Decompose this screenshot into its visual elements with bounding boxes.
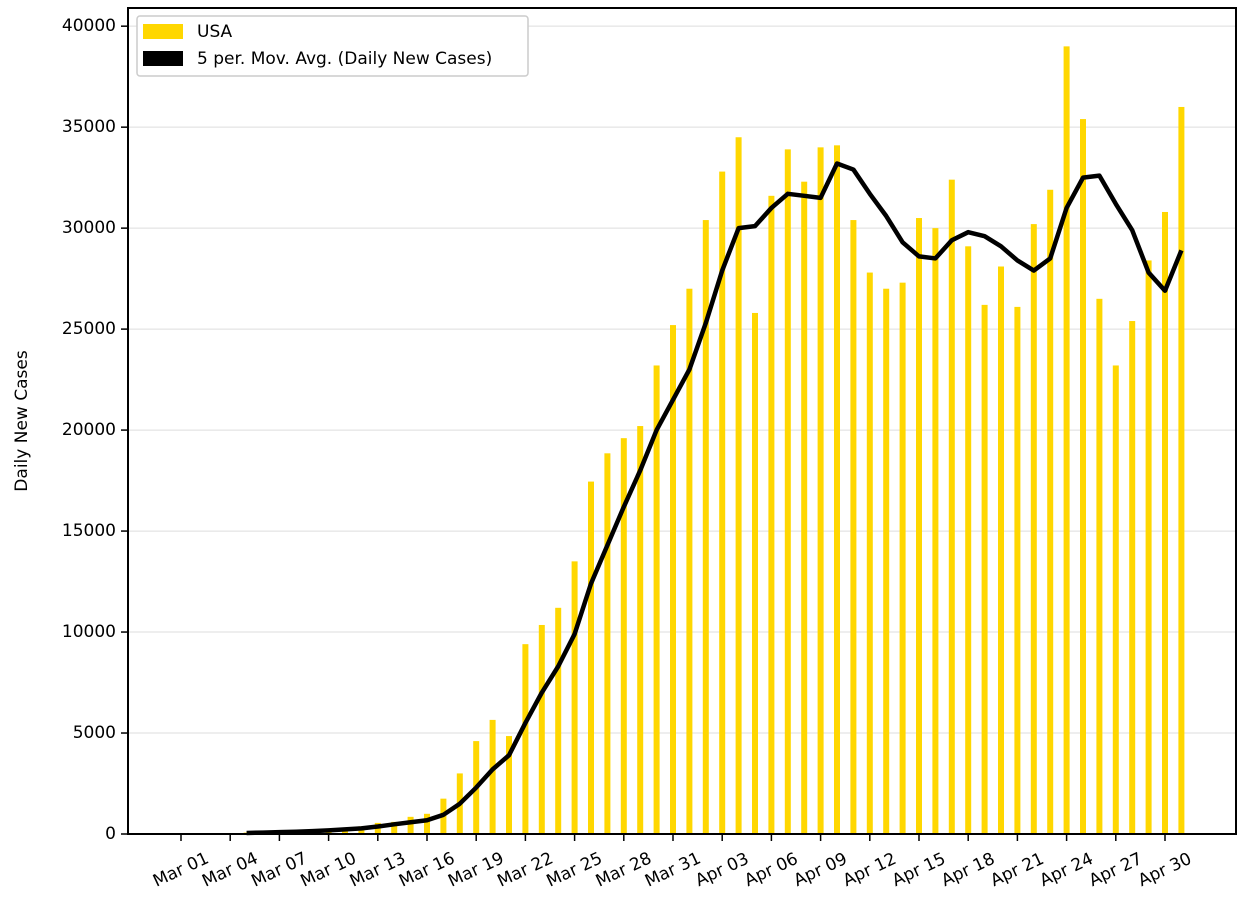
x-tick-label: Mar 19 — [445, 848, 507, 891]
y-tick-label: 40000 — [62, 16, 116, 36]
bar — [998, 266, 1004, 834]
bar — [702, 220, 709, 835]
y-axis-label: Daily New Cases — [12, 350, 32, 492]
x-tick-label: Mar 04 — [199, 848, 261, 891]
legend-swatch — [143, 51, 183, 66]
bar — [407, 816, 414, 834]
bar — [506, 736, 512, 834]
bar — [637, 426, 644, 834]
x-tick-label: Apr 24 — [1037, 849, 1097, 891]
moving-average-line — [246, 161, 1184, 836]
legend-label: USA — [197, 22, 233, 42]
bar — [555, 607, 562, 834]
x-tick-label: Mar 25 — [544, 848, 606, 891]
x-tick-label: Apr 27 — [1086, 849, 1146, 891]
legend-label: 5 per. Mov. Avg. (Daily New Cases) — [197, 49, 492, 69]
bar — [850, 220, 857, 835]
bar — [752, 312, 758, 834]
bar — [686, 288, 693, 834]
bar — [1080, 119, 1086, 834]
bar — [588, 481, 594, 834]
x-tick-label: Apr 03 — [692, 849, 752, 891]
x-tick-label: Apr 06 — [742, 849, 802, 891]
x-tick-label: Apr 30 — [1135, 849, 1195, 891]
bar — [916, 218, 922, 834]
x-tick-label: Mar 07 — [248, 848, 310, 891]
bar — [1178, 106, 1185, 834]
y-tick-label: 35000 — [62, 117, 116, 137]
y-tick-label: 5000 — [73, 723, 116, 743]
bar — [834, 145, 840, 834]
y-tick-label: 15000 — [62, 521, 116, 541]
x-tick-label: Mar 13 — [347, 848, 409, 891]
bar — [801, 181, 808, 835]
bar — [571, 561, 578, 834]
bar — [670, 325, 676, 834]
bar — [653, 365, 660, 834]
bar — [784, 149, 791, 834]
bar — [522, 644, 529, 834]
bar — [866, 272, 873, 834]
bar — [768, 195, 775, 834]
bar — [1112, 365, 1119, 834]
y-tick-label: 10000 — [62, 622, 116, 642]
x-tick-label: Mar 22 — [494, 848, 556, 891]
x-tick-label: Mar 10 — [298, 848, 360, 891]
bar — [883, 288, 890, 834]
bar — [538, 624, 545, 834]
y-tick-label: 30000 — [62, 218, 116, 238]
bar — [1014, 306, 1021, 834]
x-tick-label: Apr 12 — [840, 849, 900, 891]
bar — [1129, 321, 1136, 834]
bar — [981, 304, 988, 834]
bar — [817, 147, 824, 835]
x-tick-label: Mar 28 — [593, 848, 655, 891]
bar — [489, 719, 496, 834]
bar — [1030, 224, 1037, 835]
bar — [1063, 46, 1070, 834]
bar — [1096, 298, 1103, 834]
bar — [1145, 260, 1152, 835]
x-tick-label: Mar 01 — [150, 848, 212, 891]
x-tick-label: Apr 15 — [889, 849, 949, 891]
bar — [424, 813, 430, 834]
y-tick-label: 0 — [105, 824, 116, 844]
x-tick-label: Mar 31 — [642, 848, 704, 891]
x-tick-label: Apr 18 — [938, 849, 998, 891]
bar — [719, 171, 726, 834]
legend-box — [136, 15, 529, 77]
bar — [735, 137, 742, 834]
x-tick-label: Apr 21 — [988, 849, 1048, 891]
legend-swatch — [143, 24, 183, 39]
x-tick-label: Apr 09 — [791, 849, 851, 891]
bar — [391, 821, 398, 834]
bar — [899, 282, 906, 834]
bar — [1047, 189, 1054, 835]
y-tick-label: 25000 — [62, 319, 116, 339]
bar — [932, 228, 939, 835]
y-tick-label: 20000 — [62, 420, 116, 440]
bar — [1162, 211, 1168, 834]
bar — [965, 246, 972, 834]
x-tick-label: Mar 16 — [396, 848, 458, 891]
plot-frame — [127, 7, 1237, 835]
bar — [948, 179, 955, 834]
bar — [604, 453, 611, 834]
bar — [620, 438, 627, 834]
